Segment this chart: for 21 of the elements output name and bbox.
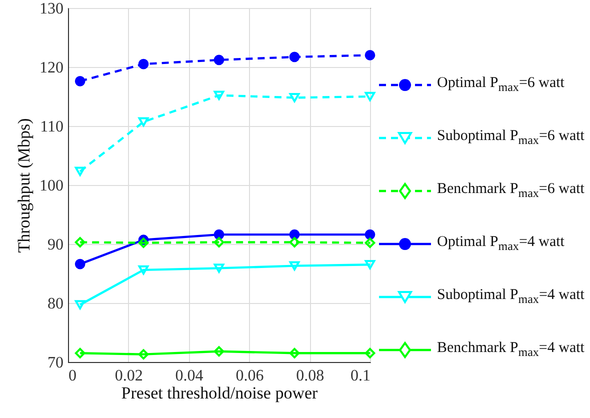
y-tick-label: 130	[40, 0, 64, 18]
x-tick-label: 0.1	[350, 368, 370, 384]
x-tick-label: 0.02	[114, 368, 143, 384]
y-tick-label: 80	[48, 296, 64, 312]
legend-label: Suboptimal P$_{max}$=4 watt	[437, 286, 584, 306]
y-tick-label: 100	[40, 178, 64, 194]
x-tick-label: 0.04	[175, 368, 204, 384]
y-tick-label: 90	[48, 236, 64, 254]
legend-label: Optimal P$_{max}$=4 watt	[437, 234, 564, 254]
y-tick-label: 120	[40, 60, 64, 76]
legend-label: Suboptimal P$_{max}$=6 watt	[437, 128, 584, 148]
legend-label: Benchmark P$_{max}$=4 watt	[437, 340, 584, 360]
y-tick-label: 110	[40, 118, 64, 136]
legend-label: Benchmark P$_{max}$=6 watt	[437, 180, 584, 200]
x-tick-label: 0.08	[296, 368, 324, 384]
legend-label: Optimal P$_{max}$=6 watt	[437, 74, 564, 94]
y-tick-label: 70	[48, 354, 64, 372]
x-tick-label: 0.06	[236, 368, 264, 384]
x-axis-title: Preset threshold/noise power	[121, 384, 318, 402]
x-tick-label: 0	[68, 368, 76, 384]
y-axis-title: Throughput (Mbps)	[14, 118, 34, 253]
